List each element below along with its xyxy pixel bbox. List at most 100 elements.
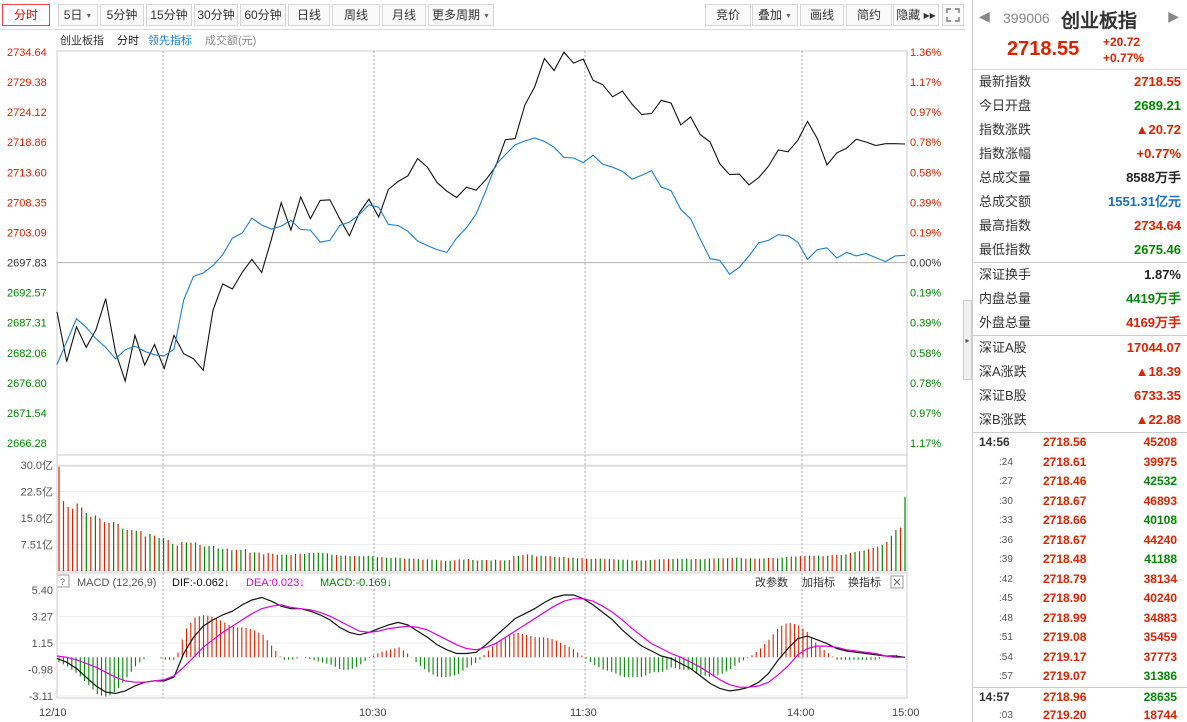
current-price: 2718.55 [1007, 38, 1080, 60]
tick-price: 2718.46 [1043, 474, 1087, 488]
tick-price: 2718.96 [1043, 689, 1087, 704]
price-tick-label: 2666.28 [7, 438, 47, 450]
tick-volume: 18744 [1143, 708, 1177, 722]
tick-row: :03 2719.20 18744 [973, 706, 1187, 722]
next-stock-arrow-icon[interactable]: ▶ [1168, 8, 1179, 24]
tick-price: 2718.67 [1043, 532, 1087, 547]
tick-volume: 40108 [1143, 513, 1177, 527]
toolbar-tool-0[interactable]: 竞价 [705, 4, 751, 26]
tick-row: :36 2718.67 44240 [973, 531, 1187, 551]
stat-label: 内盘总量 [979, 291, 1032, 306]
stat-value: 2718.55 [1134, 74, 1181, 89]
tab-period-3[interactable]: 15分钟 [146, 4, 192, 26]
tick-row: :30 2718.67 46893 [973, 492, 1187, 512]
legend-leading[interactable]: 领先指标 [148, 33, 192, 47]
stat-value: 2675.46 [1134, 242, 1181, 257]
tab-period-2[interactable]: 5分钟 [100, 4, 144, 26]
tab-period-5[interactable]: 60分钟 [240, 4, 286, 26]
stat-value: ▲18.39 [1135, 364, 1181, 379]
tab-label: 周线 [343, 8, 368, 22]
pct-tick-label: 0.97% [910, 107, 941, 119]
macd-add-indicator[interactable]: 加指标 [802, 575, 835, 589]
tool-label: 隐藏 ▸▸ [896, 8, 936, 22]
stat-label: 最高指数 [979, 218, 1032, 233]
stat-value: 17044.07 [1126, 340, 1181, 355]
tick-volume: 46893 [1143, 493, 1177, 508]
prev-stock-arrow-icon[interactable]: ◀ [979, 8, 990, 24]
tick-time: :57 [999, 671, 1013, 682]
macd-tick-label: 3.27 [32, 612, 53, 624]
tab-period-1[interactable]: 5日 ▼ [58, 4, 98, 26]
stat-row: 最低指数 2675.46 [973, 238, 1187, 262]
volume-tick-label: 30.0亿 [21, 459, 53, 472]
stat-label: 指数涨跌 [979, 122, 1032, 137]
tab-label: 5日 [63, 8, 83, 22]
toolbar-tool-2[interactable]: 画线 [800, 4, 844, 26]
price-tick-label: 2697.83 [7, 258, 47, 270]
tab-period-8[interactable]: 月线 [382, 4, 426, 26]
pct-tick-label: 0.39% [910, 197, 941, 209]
tick-volume: 42532 [1143, 474, 1177, 488]
price-tick-label: 2671.54 [7, 408, 47, 420]
time-axis-label: 10:30 [359, 707, 387, 719]
pct-tick-label: 1.17% [910, 77, 941, 89]
tick-row: :51 2719.08 35459 [973, 628, 1187, 648]
tab-period-4[interactable]: 30分钟 [194, 4, 238, 26]
macd-tick-label: -3.11 [29, 691, 53, 703]
price-change: +20.72 +0.77% [1103, 34, 1144, 66]
price-tick-label: 2713.60 [7, 167, 47, 179]
stat-row: 内盘总量 4419万手 [973, 287, 1187, 311]
price-tick-label: 2676.80 [7, 378, 47, 390]
tab-period-0[interactable]: 分时 [2, 4, 50, 26]
tab-period-6[interactable]: 日线 [288, 4, 330, 26]
tab-label: 日线 [296, 8, 321, 22]
stat-label: 总成交额 [979, 194, 1032, 209]
macd-edit-params[interactable]: 改参数 [755, 575, 788, 589]
tick-time: 14:56 [979, 435, 1010, 449]
tool-label: 竞价 [715, 8, 740, 22]
stat-label: 最新指数 [979, 74, 1032, 89]
tick-list[interactable]: 14:56 2718.56 45208:24 2718.61 39975:27 2718.… [973, 433, 1187, 722]
macd-tick-label: 5.40 [32, 585, 53, 597]
tick-volume: 37773 [1143, 649, 1177, 664]
tick-time: :54 [999, 651, 1013, 663]
stat-row: 今日开盘 2689.21 [973, 94, 1187, 118]
panel-collapse-handle[interactable]: ▸ [963, 300, 972, 380]
price-tick-label: 2682.06 [7, 348, 47, 360]
tick-price: 2719.20 [1043, 708, 1087, 722]
tool-label: 叠加 [758, 8, 783, 22]
macd-switch-indicator[interactable]: 换指标 [848, 575, 881, 589]
toolbar-tool-4[interactable]: 隐藏 ▸▸ [893, 4, 939, 26]
legend-volume: 成交额(元) [205, 33, 256, 47]
pct-tick-label: 0.58% [910, 348, 941, 360]
tick-time: :48 [999, 612, 1013, 624]
stat-label: 最低指数 [979, 242, 1032, 257]
tick-price: 2718.48 [1043, 552, 1087, 566]
tick-volume: 38134 [1143, 571, 1177, 586]
stat-value: 2689.21 [1134, 98, 1181, 113]
tick-row: 14:57 2718.96 28635 [973, 686, 1187, 707]
tick-time: :27 [999, 476, 1013, 487]
macd-title[interactable]: MACD (12,26,9) [77, 577, 156, 589]
tab-label: 分时 [13, 8, 38, 22]
pct-tick-label: 0.39% [910, 318, 941, 330]
stat-value: +0.77% [1136, 146, 1181, 161]
macd-dea-line [56, 598, 905, 688]
tab-period-9[interactable]: 更多周期 ▼ [428, 4, 494, 26]
macd-dea: DEA:0.023↓ [246, 577, 305, 589]
quote-panel: ◀ 399006 创业板指 ▶ 2718.55 +20.72 +0.77% 最新… [972, 0, 1187, 722]
tick-time: :24 [999, 456, 1013, 468]
stat-label: 深A涨跌 [979, 364, 1027, 379]
toolbar-tool-3[interactable]: 简约 [846, 4, 892, 26]
fullscreen-button[interactable] [942, 4, 964, 26]
legend-index-name: 创业板指 [60, 33, 104, 47]
tick-time: :36 [999, 534, 1013, 546]
tick-time: :39 [999, 554, 1013, 565]
toolbar-tool-1[interactable]: 叠加 ▼ [752, 4, 798, 26]
svg-text:?: ? [60, 577, 65, 587]
price-tick-label: 2703.09 [7, 227, 47, 239]
time-axis-label: 15:00 [892, 707, 920, 719]
index-name: 创业板指 [1061, 11, 1138, 32]
quote-header: ◀ 399006 创业板指 ▶ 2718.55 +20.72 +0.77% [973, 0, 1187, 70]
tab-period-7[interactable]: 周线 [332, 4, 380, 26]
